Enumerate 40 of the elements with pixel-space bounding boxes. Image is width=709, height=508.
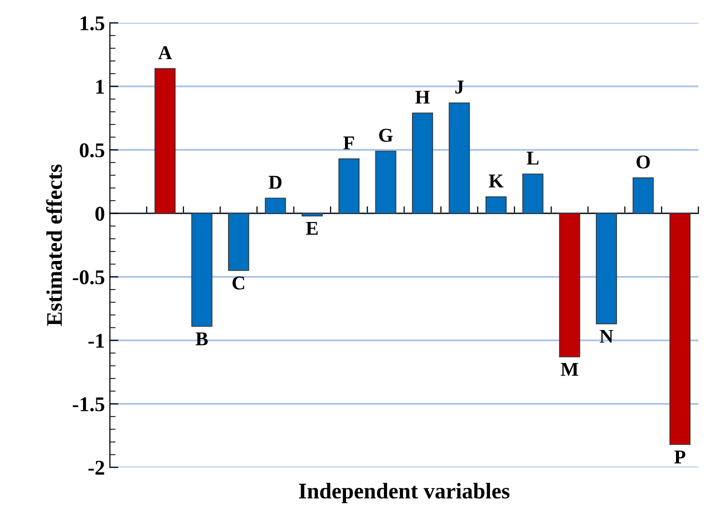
bar [412,112,434,214]
x-tick-label: O [636,155,650,169]
y-tick-label: 0 [95,206,104,221]
x-tick-label: K [488,174,504,188]
bar [375,150,396,214]
bar [191,212,212,327]
y-tick-label: -2 [88,460,104,475]
bar [154,68,176,214]
y-tick-label: 1 [96,80,104,94]
x-tick-label: C [232,276,244,290]
x-tick-label: L [526,152,539,165]
bar [522,174,544,214]
y-tick-label: -1 [88,334,104,348]
x-tick-label: J [455,80,464,94]
x-tick-label: M [560,362,578,376]
x-tick-label: G [379,128,393,142]
x-tick-label: E [306,222,318,235]
y-tick-label: 1.5 [80,16,104,30]
x-tick-label: F [343,136,354,150]
bar [669,212,691,445]
y-tick-label: 0.5 [80,143,104,158]
bar [596,212,617,324]
bar [448,102,470,214]
x-tick-label: A [158,46,172,60]
x-tick-label: H [415,90,430,104]
x-tick-label: D [268,176,282,189]
y-axis-title: Estimated effects [46,164,62,326]
bar [228,212,250,271]
bar [302,212,323,216]
y-tick-label: -1.5 [72,397,104,412]
x-tick-label: B [196,332,208,346]
x-axis-title: Independent variables [299,482,510,504]
x-tick-label: N [600,330,614,343]
bar [338,158,360,214]
bar [559,212,580,358]
y-tick-label: -0.5 [72,270,104,284]
bar [632,177,654,214]
x-tick-label: P [674,450,686,464]
bar [486,196,507,214]
bar [264,198,286,214]
